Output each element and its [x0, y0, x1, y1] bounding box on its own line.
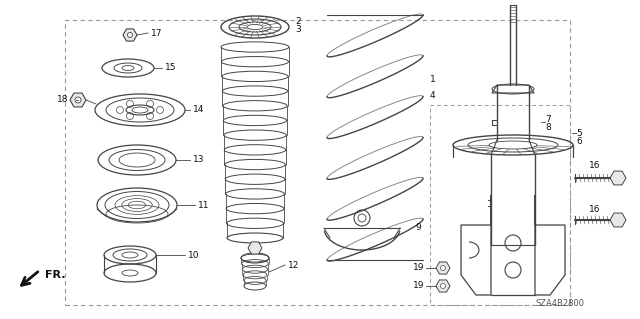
Text: 19: 19 [413, 263, 424, 272]
Text: 3: 3 [295, 26, 301, 34]
Bar [65, 20, 570, 305]
Text: 6: 6 [576, 137, 582, 145]
Text: 17: 17 [151, 28, 163, 38]
Text: 16: 16 [589, 160, 600, 169]
Text: 19: 19 [413, 281, 424, 291]
Text: 9: 9 [415, 224, 420, 233]
Text: 15: 15 [165, 63, 177, 72]
Circle shape [440, 265, 445, 271]
Text: 8: 8 [545, 123, 551, 132]
Text: SZA4B2800: SZA4B2800 [535, 299, 584, 308]
Circle shape [440, 284, 445, 288]
Text: 16: 16 [589, 205, 600, 214]
Text: 10: 10 [188, 250, 200, 259]
Circle shape [75, 97, 81, 103]
Text: 1: 1 [430, 76, 436, 85]
Text: 7: 7 [545, 115, 551, 124]
Text: 5: 5 [576, 129, 582, 137]
Text: 13: 13 [193, 155, 205, 165]
Circle shape [127, 33, 132, 38]
Text: 12: 12 [288, 261, 300, 270]
Text: 2: 2 [295, 18, 301, 26]
Text: 14: 14 [193, 106, 204, 115]
Text: 11: 11 [198, 201, 209, 210]
Text: FR.: FR. [45, 270, 65, 280]
Text: 18: 18 [56, 95, 68, 105]
Text: 4: 4 [430, 91, 436, 100]
Bar [430, 105, 570, 305]
